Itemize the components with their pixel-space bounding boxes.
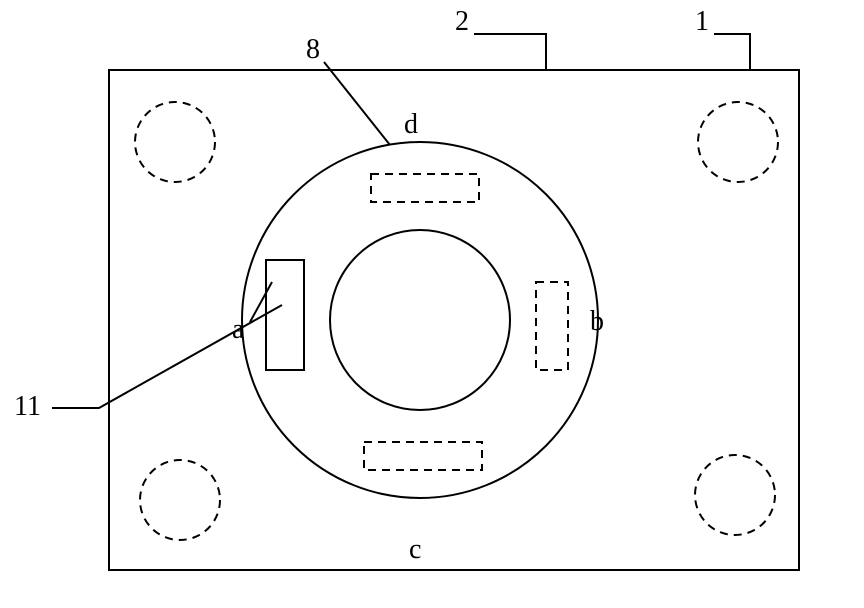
- diagram-canvas: a b c d 1 2 8 11: [0, 0, 864, 608]
- leader-l8: [324, 62, 390, 145]
- leader-l11: [52, 305, 282, 408]
- slot-right: [536, 282, 568, 370]
- corner-hole-2: [140, 460, 220, 540]
- corner-hole-3: [695, 455, 775, 535]
- slot-top: [371, 174, 479, 202]
- label-b: b: [590, 306, 604, 337]
- ring-outer: [242, 142, 598, 498]
- slot-bottom: [364, 442, 482, 470]
- corner-hole-0: [135, 102, 215, 182]
- label-n8: 8: [306, 34, 320, 65]
- ring-inner: [330, 230, 510, 410]
- leader-l1: [714, 34, 750, 70]
- label-a: a: [232, 314, 245, 345]
- label-n11: 11: [14, 391, 41, 422]
- leader-l2: [474, 34, 546, 70]
- label-c: c: [409, 534, 421, 565]
- label-n1: 1: [695, 6, 709, 37]
- slot-left: [266, 260, 304, 370]
- corner-hole-1: [698, 102, 778, 182]
- label-n2: 2: [455, 6, 469, 37]
- label-d: d: [404, 109, 418, 140]
